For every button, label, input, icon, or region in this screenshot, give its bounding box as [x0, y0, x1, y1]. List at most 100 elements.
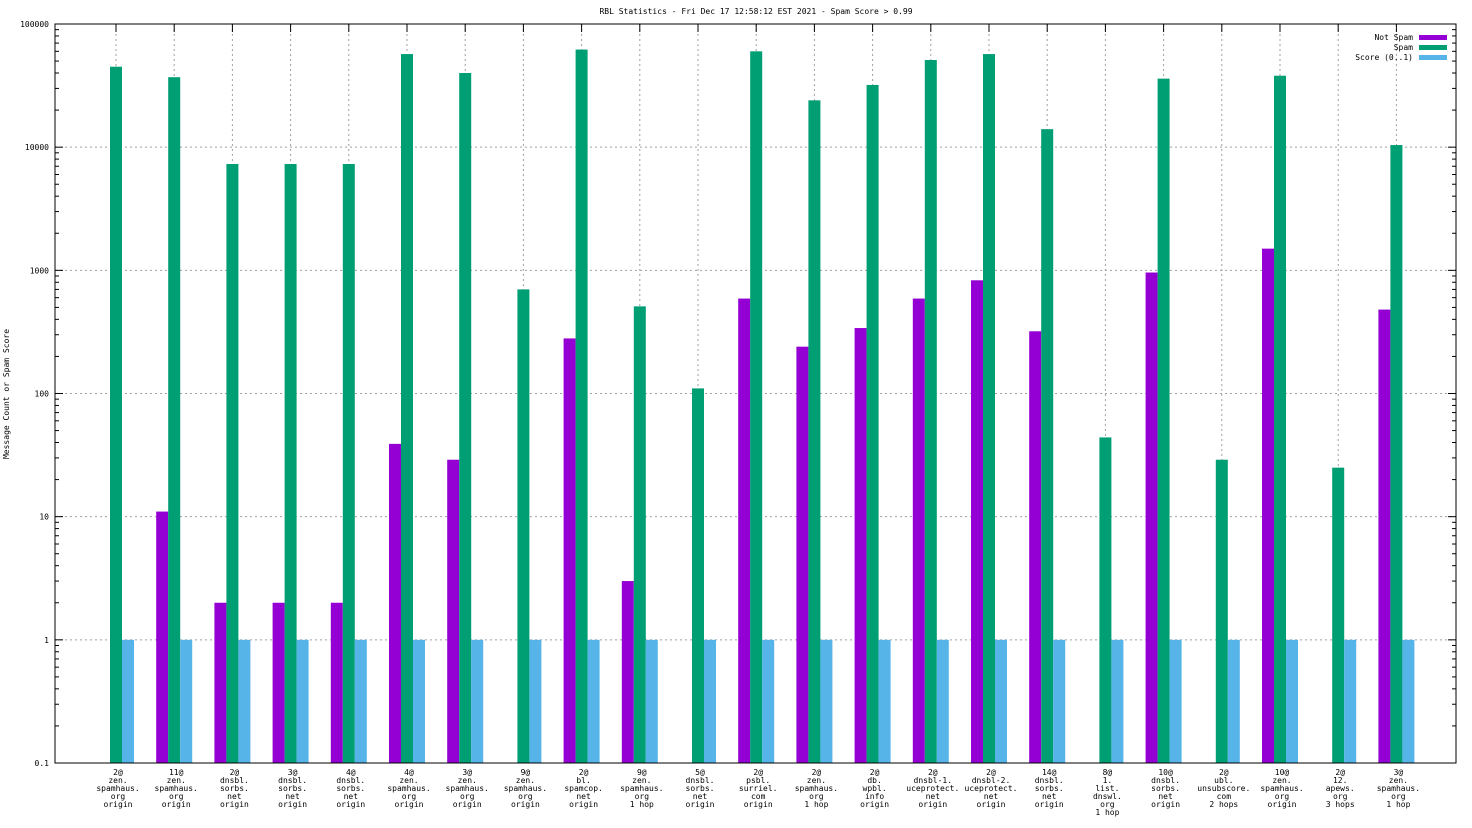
bar-spam [924, 60, 937, 764]
x-tick-label: 2@ [1219, 768, 1229, 777]
bar-spam [226, 164, 239, 763]
x-tick-label: origin [104, 800, 133, 809]
x-tick-label: origin [453, 800, 482, 809]
bar-not-spam [214, 602, 227, 763]
bar-not-spam [272, 602, 285, 763]
y-tick-label: 10 [39, 513, 49, 522]
x-tick-label: zen. [1389, 776, 1408, 785]
x-tick-label: zen. [167, 776, 186, 785]
x-tick-label: 2@ [579, 768, 589, 777]
bar-spam [575, 49, 588, 763]
x-tick-label: sorbs. [1151, 784, 1180, 793]
bar-spam [983, 54, 995, 764]
x-tick-label: zen. [516, 776, 535, 785]
y-tick-label: 0.1 [35, 759, 50, 768]
y-tick-label: 1000 [30, 266, 49, 275]
bar-score-0-1 [704, 639, 716, 763]
bar-score-0-1 [180, 639, 193, 763]
bar-not-spam [389, 443, 401, 763]
x-tick-label: dnsbl-2. [972, 776, 1011, 785]
x-tick-label: org [402, 792, 417, 801]
bar-spam [1332, 467, 1345, 763]
x-tick-label: 2@ [870, 768, 880, 777]
chart-title: RBL Statistics - Fri Dec 17 12:58:12 EST… [599, 7, 912, 16]
x-tick-label: 3@ [288, 768, 298, 777]
x-tick-label: dnsbl-1. [914, 776, 953, 785]
x-tick-label: zen. [1272, 776, 1291, 785]
y-tick-label: 100000 [20, 20, 49, 29]
x-tick-label: psbl. [746, 776, 770, 785]
bar-spam [1215, 459, 1228, 763]
bar-score-0-1 [1344, 639, 1357, 763]
x-tick-label: db. [867, 776, 881, 785]
x-tick-label: net [1158, 792, 1173, 801]
x-tick-label: bl. [576, 776, 590, 785]
bar-spam [168, 77, 181, 763]
bar-score-0-1 [238, 639, 251, 763]
bar-spam [1157, 78, 1170, 763]
bar-spam [459, 73, 472, 764]
bar-spam [808, 100, 821, 763]
x-tick-label: spamhaus. [96, 784, 139, 793]
x-tick-label: spamhaus. [155, 784, 198, 793]
x-tick-label: spamhaus. [620, 784, 663, 793]
bar-score-0-1 [471, 639, 484, 763]
bar-score-0-1 [1169, 639, 1182, 763]
x-tick-label: sorbs. [336, 784, 365, 793]
x-tick-label: sorbs. [1035, 784, 1064, 793]
bar-spam [110, 66, 122, 764]
x-tick-label: org [1391, 792, 1406, 801]
bar-not-spam [854, 328, 867, 763]
x-tick-label: origin [1268, 800, 1297, 809]
x-tick-label: origin [569, 800, 598, 809]
bar-not-spam [563, 338, 576, 763]
x-tick-label: 10@ [1275, 768, 1290, 777]
x-tick-label: list. [1095, 784, 1119, 793]
x-tick-label: 2@ [230, 768, 240, 777]
x-tick-label: com [1217, 792, 1232, 801]
x-tick-label: org [460, 792, 475, 801]
legend-swatch [1419, 45, 1447, 50]
x-tick-label: wpbl. [863, 784, 887, 793]
x-tick-label: zen. [399, 776, 418, 785]
bar-not-spam [1029, 331, 1042, 763]
x-tick-label: info [865, 792, 884, 801]
x-tick-label: org [635, 792, 650, 801]
x-tick-label: origin [744, 800, 773, 809]
x-tick-label: origin [162, 800, 191, 809]
x-tick-label: dnsbl. [686, 776, 715, 785]
bar-not-spam [796, 346, 809, 763]
bar-not-spam [621, 581, 634, 763]
bar-score-0-1 [1111, 639, 1124, 763]
x-tick-label: net [344, 792, 359, 801]
bar-spam [750, 51, 763, 764]
x-tick-label: origin [511, 800, 540, 809]
x-tick-label: 1 hop [1386, 800, 1410, 809]
bar-not-spam [738, 298, 751, 763]
legend-swatch [1419, 35, 1447, 40]
x-tick-label: apews. [1326, 784, 1355, 793]
bar-not-spam [1262, 248, 1274, 763]
x-tick-label: dnswl. [1093, 792, 1122, 801]
x-tick-label: spamcop. [564, 784, 603, 793]
x-tick-label: 1. [1103, 776, 1113, 785]
x-tick-label: net [926, 792, 941, 801]
bar-not-spam [1145, 272, 1158, 763]
x-tick-label: origin [977, 800, 1006, 809]
x-tick-label: origin [336, 800, 365, 809]
bar-score-0-1 [122, 639, 134, 763]
x-tick-label: 3 hops [1326, 800, 1355, 809]
x-tick-label: uceprotect. [906, 784, 959, 793]
bars [110, 49, 1415, 764]
x-tick-label: origin [395, 800, 424, 809]
x-tick-label: 2@ [812, 768, 822, 777]
x-tick-label: 9@ [637, 768, 647, 777]
x-tick-label: net [693, 792, 708, 801]
legend-label: Not Spam [1374, 33, 1413, 42]
bar-not-spam [330, 602, 343, 763]
bar-not-spam [447, 459, 460, 763]
x-tick-label: origin [918, 800, 947, 809]
x-tick-label: origin [278, 800, 307, 809]
